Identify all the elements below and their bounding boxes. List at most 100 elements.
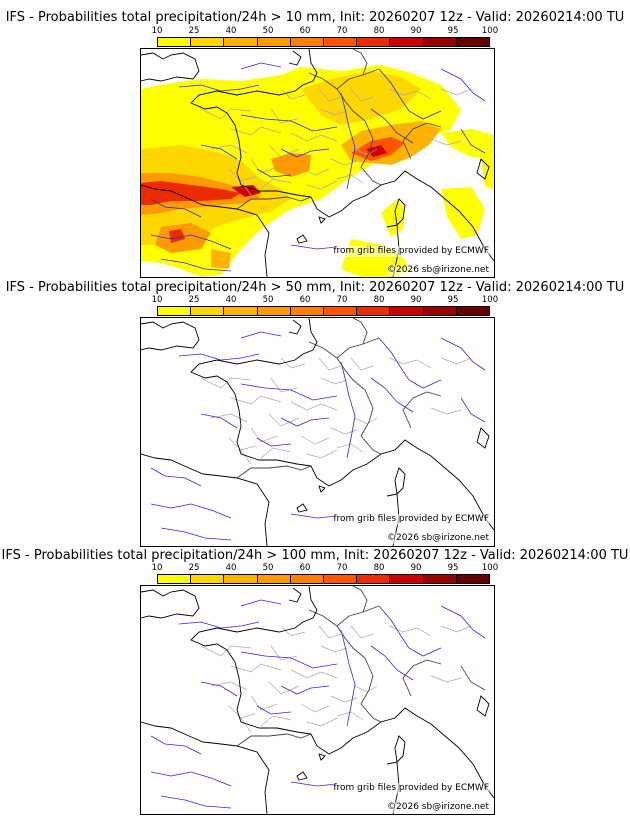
region-border xyxy=(350,88,374,102)
coastline xyxy=(394,198,406,226)
region-border xyxy=(318,357,342,371)
panel-title: IFS - Probabilities total precipitation/… xyxy=(5,280,625,295)
colorbar-boxes xyxy=(157,574,490,584)
river xyxy=(290,513,338,519)
colorbar-tick-label: 25 xyxy=(188,295,200,305)
country-border xyxy=(236,196,312,210)
probability-area xyxy=(141,181,241,205)
copyright-credit: ©2026 sb@irizone.net xyxy=(387,265,489,276)
country-border xyxy=(402,659,442,697)
region-border xyxy=(430,138,462,146)
colorbar-tick-label: 90 xyxy=(410,26,422,36)
region-border xyxy=(270,377,298,393)
river xyxy=(160,258,232,272)
colorbar-swatch xyxy=(158,307,192,315)
colorbar-swatch xyxy=(257,575,291,583)
region-border xyxy=(280,357,306,369)
river xyxy=(280,417,330,427)
coastline xyxy=(190,318,318,467)
colorbar-tick-label: 40 xyxy=(225,26,237,36)
river xyxy=(240,599,282,607)
region-border xyxy=(238,715,252,733)
region-border xyxy=(336,174,364,184)
colorbar-tick-label: 70 xyxy=(336,295,348,305)
probability-area xyxy=(441,187,485,239)
river xyxy=(150,234,232,250)
region-border xyxy=(230,395,282,405)
coastline xyxy=(476,158,490,180)
region-border xyxy=(306,449,338,459)
colorbar-swatch xyxy=(357,575,391,583)
river xyxy=(178,353,260,361)
country-border xyxy=(308,341,382,455)
colorbar-swatch xyxy=(456,575,490,583)
region-border xyxy=(306,717,338,727)
colorbar-tick-label: 80 xyxy=(373,26,385,36)
coastline xyxy=(310,170,494,262)
colorbar-swatch xyxy=(224,307,258,315)
region-border xyxy=(270,645,298,661)
colorbar-swatch xyxy=(423,307,457,315)
country-border xyxy=(402,122,442,160)
colorbar-tick-label: 60 xyxy=(299,295,311,305)
region-border xyxy=(306,180,338,190)
probability-area xyxy=(169,229,185,243)
colorbar-swatch xyxy=(257,38,291,46)
river xyxy=(440,605,486,639)
river xyxy=(378,68,442,120)
coastline xyxy=(296,503,308,513)
coastline xyxy=(141,184,270,277)
river xyxy=(460,128,486,154)
source-credit: from grib files provided by ECMWF xyxy=(333,514,489,525)
colorbar-ticks: 10 25 40 50 60 70 80 90 95 100 xyxy=(152,26,499,36)
colorbar-tick-label: 40 xyxy=(225,563,237,573)
region-border xyxy=(200,645,252,657)
region-border xyxy=(270,108,298,124)
probability-area xyxy=(381,199,405,237)
coastline xyxy=(310,707,494,799)
region-border xyxy=(250,427,278,443)
colorbar-tick-label: 100 xyxy=(481,295,499,305)
colorbar-tick-label: 90 xyxy=(410,295,422,305)
colorbar-tick-label: 10 xyxy=(151,563,163,573)
river xyxy=(200,144,238,160)
region-border xyxy=(300,166,330,176)
probability-area xyxy=(271,153,311,177)
colorbar-swatch xyxy=(390,307,424,315)
region-border xyxy=(290,669,338,679)
country-border xyxy=(352,49,368,76)
country-border xyxy=(308,609,382,723)
coastline xyxy=(141,721,270,814)
probability-area xyxy=(211,249,231,269)
panel-title: IFS - Probabilities total precipitation/… xyxy=(1,548,629,563)
region-border xyxy=(330,427,358,435)
region-border xyxy=(260,178,292,190)
river xyxy=(340,92,356,190)
region-border xyxy=(388,357,432,369)
panel-title: IFS - Probabilities total precipitation/… xyxy=(5,10,625,25)
colorbar-swatch xyxy=(191,38,225,46)
region-border xyxy=(350,625,374,639)
coastline xyxy=(386,761,400,814)
coastline xyxy=(296,771,308,781)
colorbar-swatch xyxy=(257,307,291,315)
region-border xyxy=(320,377,348,385)
colorbar-tick-label: 10 xyxy=(151,295,163,305)
colorbar-tick-label: 90 xyxy=(410,563,422,573)
region-border xyxy=(350,357,374,371)
river xyxy=(150,467,202,487)
probability-area xyxy=(231,185,261,197)
region-border xyxy=(430,675,462,683)
colorbar-swatch xyxy=(158,38,192,46)
colorbar-swatch xyxy=(390,575,424,583)
colorbar-boxes xyxy=(157,37,490,47)
region-border xyxy=(238,178,252,196)
river xyxy=(150,503,232,519)
colorbar-swatch xyxy=(324,307,358,315)
source-credit: from grib files provided by ECMWF xyxy=(333,246,489,257)
region-border xyxy=(268,413,300,427)
region-border xyxy=(268,681,300,695)
colorbar-tick-label: 80 xyxy=(373,563,385,573)
region-border xyxy=(228,705,256,719)
river xyxy=(178,84,260,92)
